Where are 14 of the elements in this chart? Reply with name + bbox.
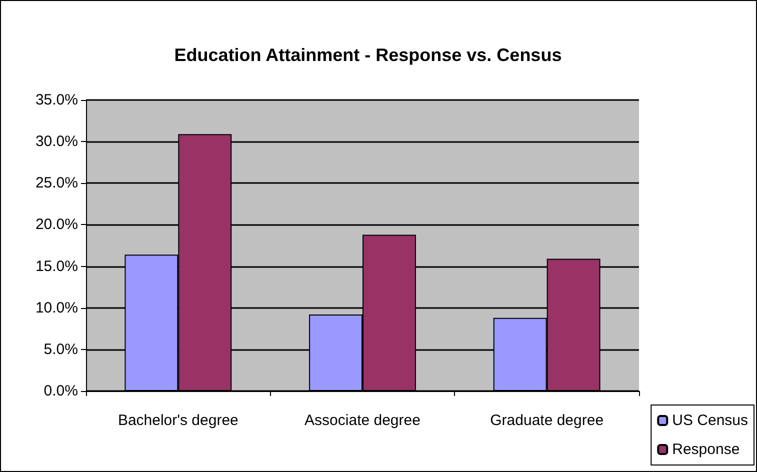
y-tick-label: 20.0% xyxy=(35,216,78,234)
y-tick-label: 15.0% xyxy=(35,258,78,275)
y-tick-label: 5.0% xyxy=(44,340,78,358)
y-tick-label: 35.0% xyxy=(35,92,78,108)
legend-label: US Census xyxy=(672,412,748,429)
legend-label: Response xyxy=(672,441,740,458)
chart-title: Education Attainment - Response vs. Census xyxy=(174,45,562,65)
y-tick-label: 30.0% xyxy=(35,133,78,150)
y-tick-label: 25.0% xyxy=(35,174,78,192)
x-tick-label: Graduate degree xyxy=(490,412,604,429)
x-tick-label: Associate degree xyxy=(304,412,420,429)
y-tick-label: 0.0% xyxy=(44,382,78,400)
x-tick-label: Bachelor's degree xyxy=(118,412,238,429)
y-tick-label: 10.0% xyxy=(35,299,78,316)
